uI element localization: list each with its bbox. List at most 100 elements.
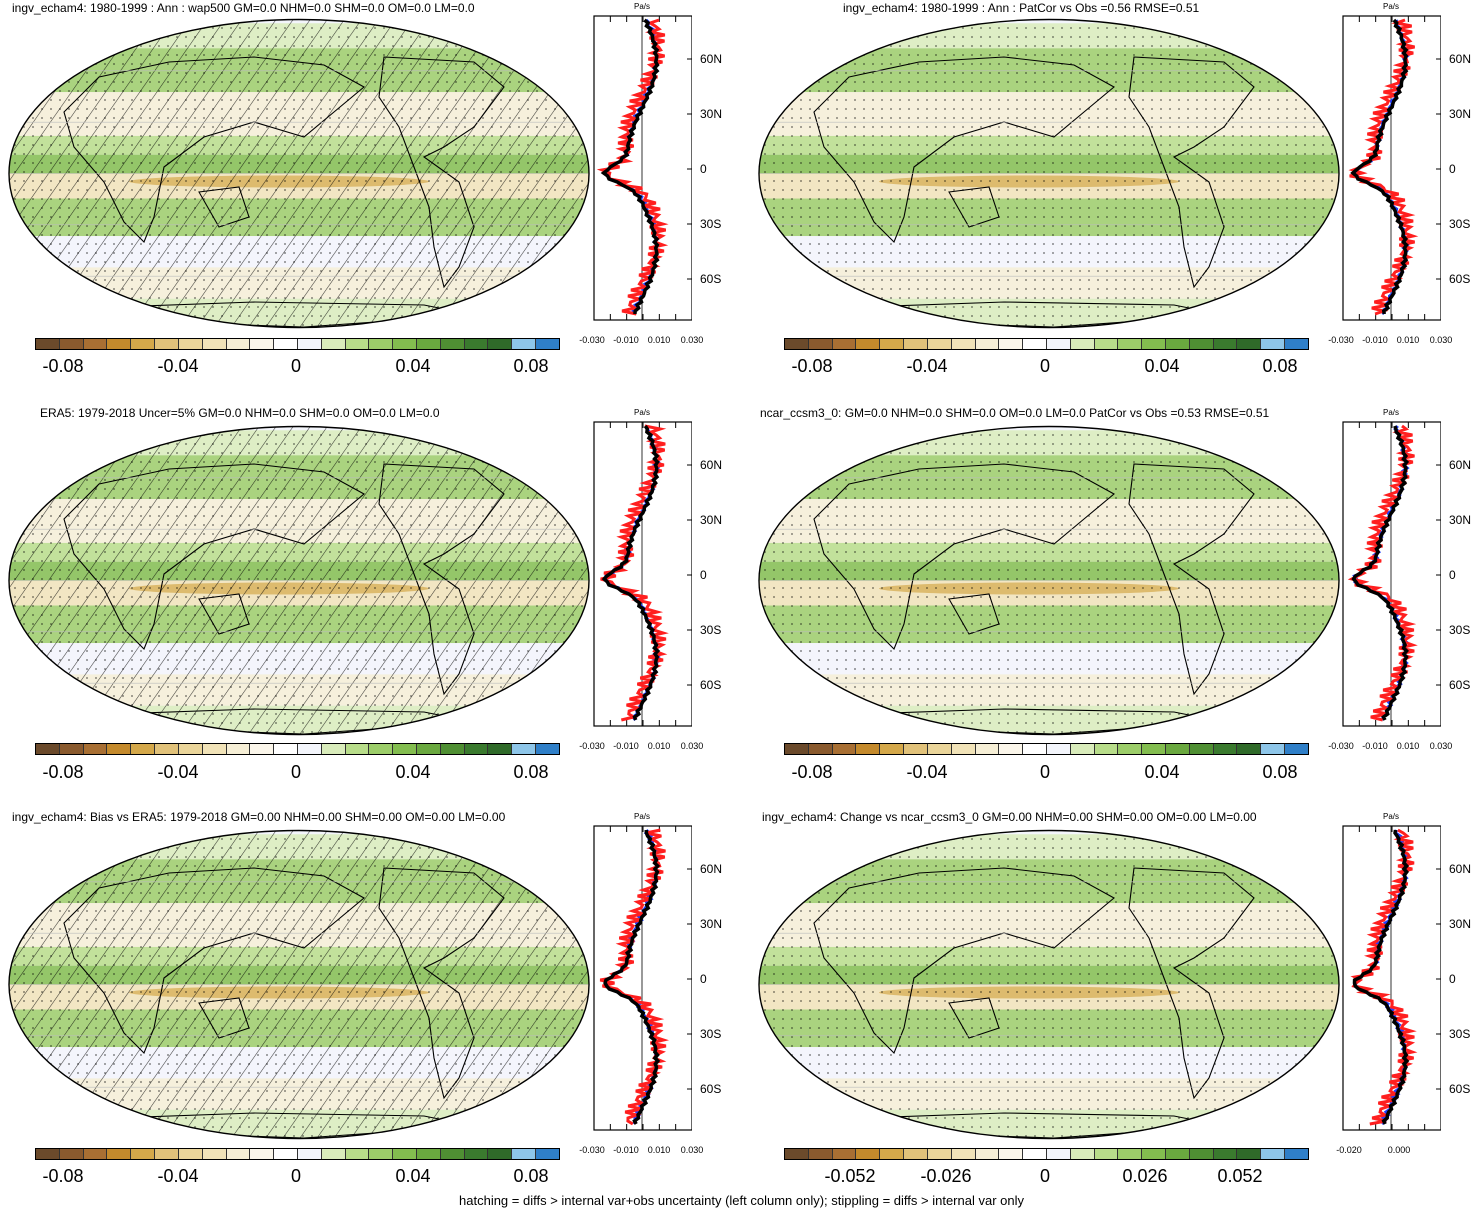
lat-label: 30N xyxy=(700,513,723,527)
colorbar-swatch xyxy=(808,339,833,349)
panel-title: ingv_echam4: Bias vs ERA5: 1979-2018 GM=… xyxy=(12,810,506,824)
colorbar-label: 0 xyxy=(290,1166,302,1186)
x-tick-label: 0.030 xyxy=(1429,335,1453,345)
colorbar-label: -0.04 xyxy=(906,356,948,376)
x-tick-label: 0.010 xyxy=(647,1145,671,1155)
x-tick-label: 0.030 xyxy=(680,741,704,751)
colorbar-swatch xyxy=(999,339,1024,349)
colorbar-swatch xyxy=(36,744,60,754)
x-tick-label: 0.010 xyxy=(1396,741,1420,751)
colorbar-swatch xyxy=(36,339,60,349)
map-border xyxy=(758,829,1340,1140)
colorbar-swatch xyxy=(178,1149,203,1159)
colorbar-swatch xyxy=(975,744,1000,754)
colorbar-swatch xyxy=(1070,744,1095,754)
map-border xyxy=(758,425,1340,736)
colorbar xyxy=(35,743,560,755)
zonal-line-red xyxy=(1350,828,1418,1126)
colorbar-swatch xyxy=(59,339,84,349)
zonal-mean-plot xyxy=(593,15,692,321)
colorbar-swatch xyxy=(226,339,251,349)
figure-footnote: hatching = diffs > internal var+obs unce… xyxy=(459,1193,1024,1208)
lat-label: 60N xyxy=(1449,52,1472,66)
x-tick-label: -0.030 xyxy=(579,335,605,345)
colorbar-swatch xyxy=(1070,339,1095,349)
world-map xyxy=(758,18,1340,329)
zonal-unit: Pa/s xyxy=(1382,812,1400,821)
colorbar-swatch xyxy=(1046,744,1071,754)
colorbar-label: 0.08 xyxy=(513,762,549,782)
colorbar-swatch xyxy=(951,339,976,349)
colorbar-swatch xyxy=(274,1149,298,1159)
colorbar-swatch xyxy=(975,1149,1000,1159)
zonal-line-black xyxy=(1352,829,1410,1125)
colorbar-swatch xyxy=(464,744,489,754)
lat-label: 30S xyxy=(700,623,722,637)
colorbar-swatch xyxy=(417,339,441,349)
colorbar-label: 0 xyxy=(1039,762,1051,782)
colorbar-swatch xyxy=(250,339,275,349)
colorbar-swatch xyxy=(536,744,559,754)
colorbar-swatch xyxy=(856,339,881,349)
colorbar-swatch xyxy=(345,339,370,349)
colorbar-label: 0.08 xyxy=(513,356,549,376)
x-tick-label: 0.030 xyxy=(1429,741,1453,751)
colorbar-swatch xyxy=(1285,744,1308,754)
map-border xyxy=(8,18,590,329)
x-tick-label: 0.010 xyxy=(647,335,671,345)
colorbar-swatch xyxy=(785,1149,809,1159)
colorbar-swatch xyxy=(226,744,251,754)
colorbar-swatch xyxy=(904,744,928,754)
colorbar-swatch xyxy=(785,744,809,754)
panel-title: ingv_echam4: Change vs ncar_ccsm3_0 GM=0… xyxy=(762,810,1257,824)
colorbar-swatch xyxy=(131,339,156,349)
colorbar-swatch xyxy=(1261,744,1286,754)
colorbar-swatch xyxy=(832,339,857,349)
colorbar-swatch xyxy=(1023,744,1047,754)
colorbar-swatch xyxy=(488,1149,513,1159)
zonal-unit: Pa/s xyxy=(1382,408,1400,417)
colorbar-label: -0.026 xyxy=(920,1166,972,1186)
colorbar-swatch xyxy=(274,744,298,754)
zonal-line-black xyxy=(1351,425,1410,721)
colorbar-swatch xyxy=(832,1149,857,1159)
world-map xyxy=(8,829,590,1140)
lat-label: 0 xyxy=(1449,972,1456,986)
colorbar-swatch xyxy=(536,339,559,349)
lat-label: 30N xyxy=(1449,917,1472,931)
colorbar-swatch xyxy=(36,1149,60,1159)
x-tick-label: -0.030 xyxy=(1328,741,1354,751)
colorbar-swatch xyxy=(1094,339,1119,349)
colorbar-swatch xyxy=(1237,339,1262,349)
colorbar-swatch xyxy=(155,339,179,349)
zonal-mean-plot xyxy=(1342,15,1441,321)
colorbar-swatch xyxy=(512,1149,537,1159)
colorbar-swatch xyxy=(999,1149,1024,1159)
lat-label: 30N xyxy=(1449,513,1472,527)
colorbar-swatch xyxy=(297,1149,322,1159)
colorbar-swatch xyxy=(1213,1149,1238,1159)
zonal-unit: Pa/s xyxy=(1382,2,1400,11)
colorbar-swatch xyxy=(1166,339,1190,349)
colorbar-label: -0.08 xyxy=(42,1166,84,1186)
zonal-line-black xyxy=(601,425,661,721)
x-tick-label: -0.010 xyxy=(613,1145,639,1155)
lat-label: 30N xyxy=(700,107,723,121)
colorbar-swatch xyxy=(1023,1149,1047,1159)
colorbar-label: 0.04 xyxy=(1144,356,1180,376)
colorbar-swatch xyxy=(440,339,465,349)
colorbar-swatch xyxy=(321,744,346,754)
colorbar-swatch xyxy=(345,1149,370,1159)
colorbar-swatch xyxy=(274,339,298,349)
lat-label: 60N xyxy=(1449,458,1472,472)
colorbar-label: 0 xyxy=(1039,356,1051,376)
colorbar-swatch xyxy=(975,339,1000,349)
x-tick-label: 0.010 xyxy=(1396,335,1420,345)
x-tick-label: -0.010 xyxy=(1362,741,1388,751)
x-tick-label: -0.010 xyxy=(613,335,639,345)
colorbar-swatch xyxy=(1189,1149,1214,1159)
colorbar-label: 0.08 xyxy=(513,1166,549,1186)
zonal-unit: Pa/s xyxy=(633,2,651,11)
colorbar-swatch xyxy=(297,744,322,754)
colorbar-swatch xyxy=(927,744,952,754)
